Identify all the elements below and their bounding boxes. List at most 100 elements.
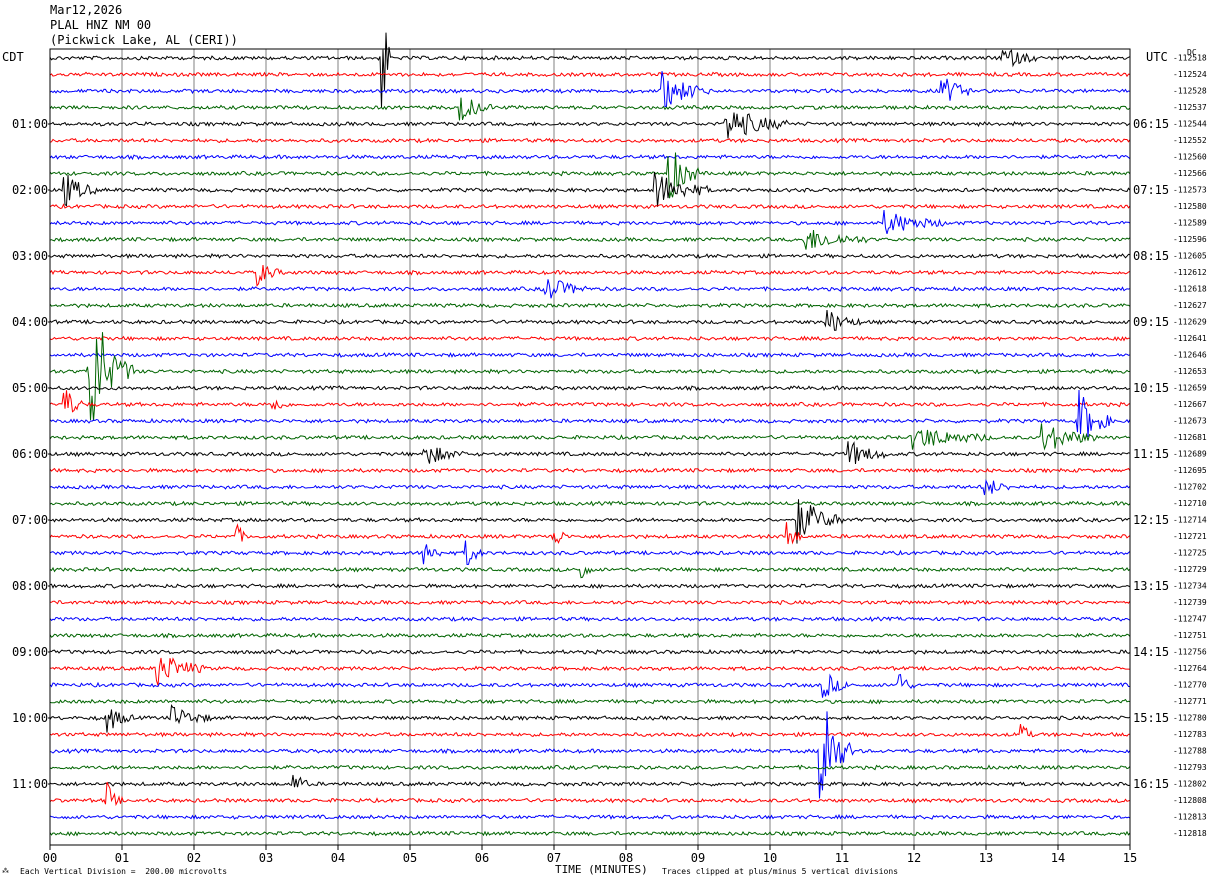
left-hour-label: 01:00 xyxy=(12,117,48,131)
dc-offset-label: -112566 xyxy=(1173,169,1207,178)
trace-35 xyxy=(49,632,1131,639)
x-tick-label: 10 xyxy=(763,851,777,865)
x-tick-label: 06 xyxy=(475,851,489,865)
trace-30 xyxy=(49,540,1131,566)
x-tick-label: 02 xyxy=(187,851,201,865)
dc-offset-label: -112629 xyxy=(1173,318,1207,327)
dc-offset-label: -112751 xyxy=(1173,631,1207,640)
trace-24 xyxy=(49,441,1131,465)
right-hour-label: 10:15 xyxy=(1133,381,1169,395)
left-hour-label: 04:00 xyxy=(12,315,48,329)
dc-offset-label: -112788 xyxy=(1173,747,1207,756)
dc-offset-label: -112689 xyxy=(1173,450,1207,459)
x-tick-label: 07 xyxy=(547,851,561,865)
right-timezone-label: UTC xyxy=(1146,50,1168,64)
trace-37 xyxy=(49,657,1131,686)
right-hour-label: 14:15 xyxy=(1133,645,1169,659)
trace-32 xyxy=(49,582,1131,590)
trace-7 xyxy=(49,152,1131,199)
trace-9 xyxy=(49,203,1131,210)
trace-29 xyxy=(49,522,1131,545)
trace-40 xyxy=(49,703,1131,733)
trace-20 xyxy=(49,385,1131,392)
left-hour-label: 09:00 xyxy=(12,645,48,659)
dc-offset-label: -112573 xyxy=(1173,186,1207,195)
left-hour-label: 02:00 xyxy=(12,183,48,197)
header-station: PLAL HNZ NM 00 xyxy=(50,18,152,32)
dc-offset-label: -112808 xyxy=(1173,796,1207,805)
trace-34 xyxy=(49,616,1131,623)
x-tick-label: 09 xyxy=(691,851,705,865)
dc-offset-label: -112580 xyxy=(1173,202,1207,211)
trace-2 xyxy=(49,71,1131,108)
trace-41 xyxy=(49,724,1131,738)
trace-42 xyxy=(49,711,1131,799)
dc-offset-label: -112667 xyxy=(1173,400,1207,409)
dc-offset-label: -112596 xyxy=(1173,235,1207,244)
x-tick-label: 14 xyxy=(1051,851,1065,865)
x-tick-label: 12 xyxy=(907,851,921,865)
trace-38 xyxy=(49,673,1130,698)
dc-offset-label: -112802 xyxy=(1173,780,1207,789)
left-hour-label: 03:00 xyxy=(12,249,48,263)
dc-offset-label: -112771 xyxy=(1173,697,1207,706)
corner-mark: ⁂ xyxy=(2,867,9,875)
dc-offset-label: -112612 xyxy=(1173,268,1207,277)
dc-offset-label: -112734 xyxy=(1173,582,1207,591)
trace-16 xyxy=(49,310,1131,331)
trace-46 xyxy=(49,813,1131,821)
dc-offset-label: -112739 xyxy=(1173,598,1207,607)
right-hour-label: 13:15 xyxy=(1133,579,1169,593)
trace-19 xyxy=(49,332,1131,422)
left-hour-label: 10:00 xyxy=(12,711,48,725)
left-timezone-label: CDT xyxy=(2,50,24,64)
dc-offset-label: -112813 xyxy=(1173,813,1207,822)
dc-label: DC xyxy=(1187,48,1197,57)
dc-offset-label: -112544 xyxy=(1173,120,1207,129)
trace-36 xyxy=(49,648,1131,655)
dc-offset-label: -112702 xyxy=(1173,483,1207,492)
right-hour-label: 12:15 xyxy=(1133,513,1169,527)
header-location: (Pickwick Lake, AL (CERI)) xyxy=(50,33,238,47)
x-tick-label: 13 xyxy=(979,851,993,865)
clip-note: Traces clipped at plus/minus 5 vertical … xyxy=(662,867,899,876)
dc-offset-label: -112725 xyxy=(1173,549,1207,558)
seismic-traces xyxy=(49,32,1131,837)
trace-45 xyxy=(49,781,1131,807)
trace-15 xyxy=(49,302,1131,309)
trace-25 xyxy=(49,467,1131,474)
dc-offset-label: -112524 xyxy=(1173,70,1207,79)
left-hour-label: 05:00 xyxy=(12,381,48,395)
dc-offset-label: -112793 xyxy=(1173,763,1207,772)
trace-12 xyxy=(49,253,1131,260)
dc-offset-label: -112780 xyxy=(1173,714,1207,723)
left-hour-label: 07:00 xyxy=(12,513,48,527)
scale-note: Each Vertical Division = 200.00 microvol… xyxy=(20,867,228,876)
dc-offset-label: -112770 xyxy=(1173,681,1207,690)
trace-26 xyxy=(49,478,1131,496)
trace-3 xyxy=(49,97,1131,121)
trace-33 xyxy=(50,599,1131,606)
dc-offset-label: -112589 xyxy=(1173,219,1207,228)
x-tick-label: 03 xyxy=(259,851,273,865)
trace-28 xyxy=(49,499,1131,544)
x-tick-label: 00 xyxy=(43,851,57,865)
dc-offset-label: -112653 xyxy=(1173,367,1207,376)
dc-offset-label: -112618 xyxy=(1173,285,1207,294)
x-tick-label: 15 xyxy=(1123,851,1137,865)
plot-frame xyxy=(49,48,1131,846)
dc-offset-label: -112695 xyxy=(1173,466,1207,475)
trace-43 xyxy=(49,764,1131,771)
trace-47 xyxy=(49,830,1131,837)
right-hour-label: 08:15 xyxy=(1133,249,1169,263)
dc-offset-label: -112681 xyxy=(1173,433,1207,442)
left-hour-label: 08:00 xyxy=(12,579,48,593)
trace-27 xyxy=(49,500,1131,507)
dc-offset-label: -112537 xyxy=(1173,103,1207,112)
trace-6 xyxy=(49,153,1131,161)
trace-8 xyxy=(49,171,1131,207)
x-tick-label: 08 xyxy=(619,851,633,865)
dc-offset-label: -112756 xyxy=(1173,648,1207,657)
trace-23 xyxy=(49,423,1131,451)
trace-5 xyxy=(49,137,1131,144)
